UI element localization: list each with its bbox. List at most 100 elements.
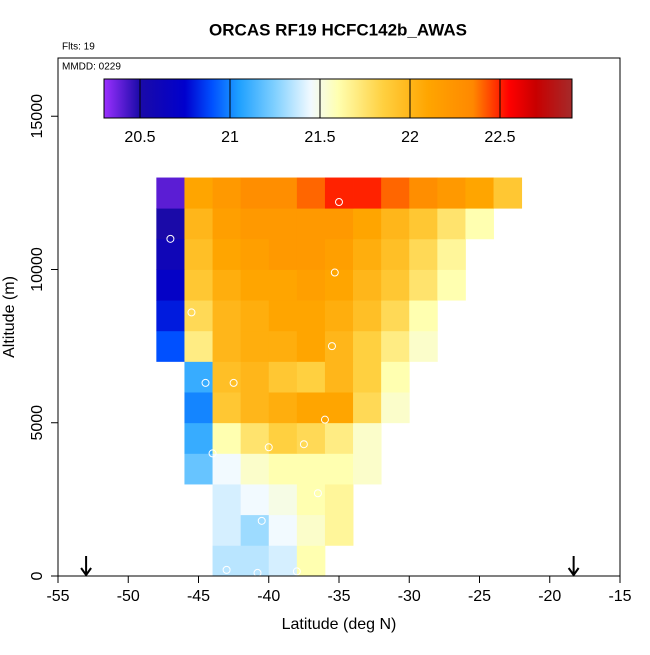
x-tick-label: -35: [327, 588, 350, 605]
heat-cell: [268, 545, 298, 576]
sample-point: [208, 449, 217, 458]
x-tick-label: -25: [468, 588, 491, 605]
heat-cell: [296, 269, 326, 301]
heat-cell: [212, 177, 242, 209]
heat-cell: [437, 177, 466, 209]
heat-cell: [268, 330, 298, 362]
heat-cell: [296, 300, 326, 332]
heat-cell: [381, 269, 410, 301]
y-tick-label: 10000: [29, 247, 46, 292]
colorbar-tick-label: 22: [401, 129, 419, 146]
heat-cell: [212, 545, 242, 576]
heat-cell: [353, 392, 382, 424]
sample-point: [292, 567, 301, 576]
heat-cell: [437, 238, 466, 270]
heat-cell: [212, 422, 242, 454]
heat-cell: [296, 238, 326, 270]
sample-point: [201, 378, 210, 387]
heat-cell: [324, 177, 354, 209]
sample-point: [330, 268, 339, 277]
heat-cell: [353, 177, 382, 209]
heat-cell: [240, 453, 270, 485]
heat-cell: [409, 300, 438, 332]
heat-cell: [409, 208, 438, 240]
sample-point: [335, 198, 343, 207]
heat-cell: [184, 208, 213, 240]
heat-cell: [437, 208, 466, 240]
heat-cell: [184, 269, 213, 301]
heat-cell: [268, 453, 298, 485]
heat-cell: [240, 177, 270, 209]
heat-cell: [212, 208, 242, 240]
x-tick-label: -45: [187, 588, 210, 605]
sample-point: [253, 568, 262, 576]
sample-point: [187, 308, 196, 317]
sample-point: [327, 342, 336, 351]
flights-label: Flts: 19: [62, 42, 95, 53]
heat-cell: [324, 484, 354, 516]
heat-cell: [212, 330, 242, 362]
heat-cell: [268, 177, 298, 209]
heat-cell: [156, 330, 185, 362]
position-arrow: [80, 556, 92, 577]
heat-cell: [381, 238, 410, 270]
heat-cell: [268, 361, 298, 393]
heat-cell: [240, 269, 270, 301]
heat-cell: [212, 392, 242, 424]
heat-cell: [184, 177, 213, 209]
colorbar-tick-label: 21.5: [304, 129, 335, 146]
heat-cell: [324, 269, 354, 301]
heat-cell: [268, 208, 298, 240]
heat-cell: [240, 422, 270, 454]
y-tick-label: 15000: [29, 94, 46, 139]
colorbar-tick-label: 21: [221, 129, 239, 146]
x-tick-label: -40: [257, 588, 280, 605]
heat-cell: [296, 361, 326, 393]
heat-cell: [296, 177, 326, 209]
colorbar: [103, 78, 573, 119]
heat-cell: [212, 300, 242, 332]
heat-cell: [353, 238, 382, 270]
heat-cell: [296, 422, 326, 454]
heat-cell: [184, 422, 213, 454]
date-label: MMDD: 0229: [62, 62, 121, 73]
x-axis-label: Latitude (deg N): [282, 616, 397, 633]
position-arrow: [567, 556, 580, 577]
heat-cell: [268, 392, 298, 424]
heat-cell: [184, 238, 213, 270]
heat-cell: [268, 269, 298, 301]
sample-point: [313, 489, 322, 498]
heat-cell: [296, 453, 326, 485]
x-tick-label: -55: [46, 588, 69, 605]
heat-cell: [156, 208, 185, 240]
heat-cell: [184, 392, 213, 424]
heat-cell: [409, 330, 438, 362]
sample-point: [264, 443, 273, 452]
sample-point: [229, 378, 238, 387]
heat-cell: [493, 177, 523, 209]
x-tick-label: -15: [608, 588, 631, 605]
heat-cell: [437, 269, 466, 301]
heat-cell: [184, 453, 213, 485]
heat-cell: [381, 392, 410, 424]
heat-cell: [324, 300, 354, 332]
heat-cell: [156, 269, 185, 301]
x-tick-label: -30: [398, 588, 421, 605]
heat-cell: [353, 269, 382, 301]
heat-cell: [381, 330, 410, 362]
heat-cell: [296, 330, 326, 362]
heat-cell: [296, 392, 326, 424]
heat-cell: [184, 330, 213, 362]
heat-cell: [184, 300, 213, 332]
heat-cell: [465, 177, 494, 209]
heat-cell: [381, 361, 410, 393]
sample-point: [299, 440, 308, 449]
heat-cell: [381, 177, 410, 209]
heat-cell: [409, 177, 438, 209]
heat-cell: [296, 208, 326, 240]
heat-cell: [353, 422, 382, 454]
heat-cell: [240, 208, 270, 240]
heat-cell: [324, 392, 354, 424]
heat-cell: [240, 361, 270, 393]
heat-cell: [156, 177, 185, 209]
